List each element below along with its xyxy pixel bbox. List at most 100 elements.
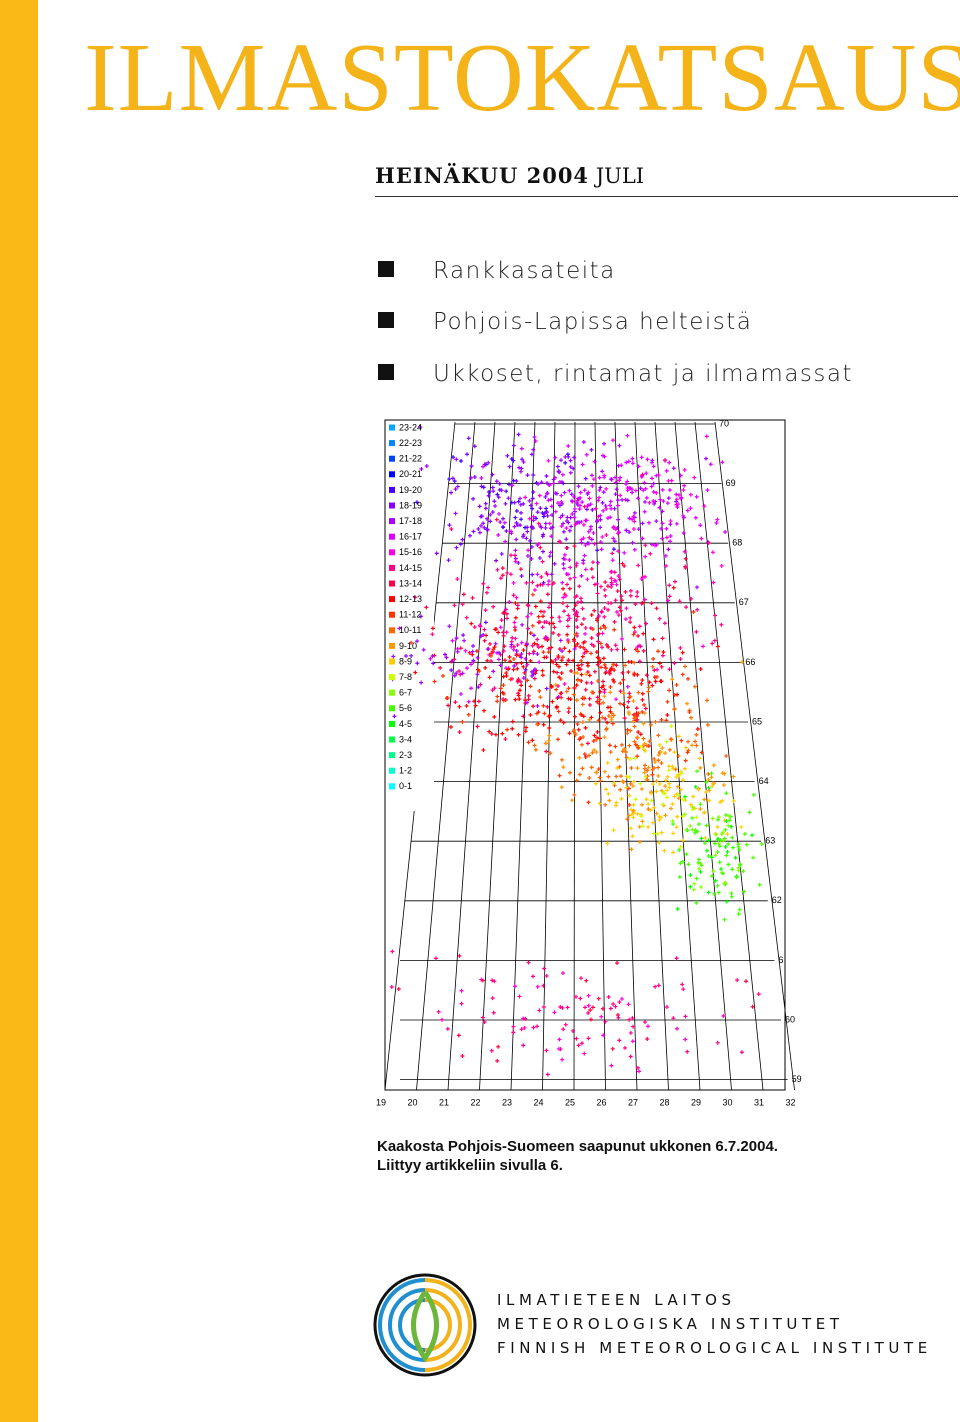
lightning-strike [551,669,556,674]
lightning-strike [659,717,664,722]
lightning-strike [649,476,654,481]
lightning-strike [565,1005,570,1010]
lightning-strike [535,642,540,647]
lightning-strike [726,813,731,818]
lightning-strike [571,658,576,663]
lightning-strike [710,816,715,821]
lightning-strike [498,520,503,525]
lightning-strike [705,698,710,703]
lightning-strike [704,456,709,461]
lightning-strike [485,658,490,663]
lightning-strike [709,855,714,860]
lightning-strike [653,499,658,504]
lightning-strike [449,490,454,495]
lightning-strike [486,460,491,465]
lightning-strike [601,1033,606,1038]
lightning-strike [658,497,663,502]
lightning-strike [591,738,596,743]
lightning-strike [628,593,633,598]
lightning-strike [699,750,704,755]
lightning-strike [452,479,457,484]
lightning-strike [707,788,712,793]
lightning-strike [623,1045,628,1050]
lightning-strike [454,636,459,641]
lightning-strike [597,801,602,806]
lightning-strike [586,529,591,534]
lightning-strike [418,614,423,619]
lightning-strike [501,630,506,635]
lightning-strike [606,645,611,650]
lightning-strike [603,716,608,721]
lightning-strike [642,597,647,602]
lightning-strike [697,866,702,871]
lightning-strike [601,683,606,688]
lightning-strike [645,1036,650,1041]
lightning-strike [692,475,697,480]
lightning-strike [631,719,636,724]
lightning-strike [642,766,647,771]
lightning-strike [530,592,535,597]
lightning-strike [670,764,675,769]
lightning-strike [562,490,567,495]
lightning-strike [672,661,677,666]
lightning-strike [660,802,665,807]
lightning-strike [709,775,714,780]
lightning-strike [529,544,534,549]
lightning-strike [581,640,586,645]
lightning-strike [612,539,617,544]
legend-swatch [389,752,395,759]
lightning-strike [481,632,486,637]
lightning-strike [502,644,507,649]
lightning-strike [606,995,611,1000]
lightning-strike [660,746,665,751]
lightning-strike [619,463,624,468]
lightning-strike [566,443,571,448]
lightning-strike [582,752,587,757]
lightning-strike [507,464,512,469]
lightning-strike [646,824,651,829]
lightning-strike [545,513,550,518]
lightning-strike [609,477,614,482]
lightning-strike [585,492,590,497]
lightning-strike [436,1009,441,1014]
lightning-strike [595,655,600,660]
lightning-strike [715,517,720,522]
lightning-strike [553,455,558,460]
lightning-strike [526,548,531,553]
lightning-strike [495,694,500,699]
lightning-strike [561,765,566,770]
lightning-strike [628,588,633,593]
lightning-strike [470,595,475,600]
lightning-strike [681,531,686,536]
lightning-strike [594,649,599,654]
bullet: Rankkasateita [378,258,616,284]
lightning-strike [711,580,716,585]
lightning-strike [586,993,591,998]
lightning-strike [470,649,475,654]
lightning-strike [564,518,569,523]
lightning-strike [665,713,670,718]
lightning-strike [481,485,486,490]
lightning-strike [649,601,654,606]
lightning-strike [667,781,672,786]
lightning-strike [553,682,558,687]
lightning-strike [564,537,569,542]
lightning-strike [535,651,540,656]
lightning-strike [595,729,600,734]
lightning-strike [471,529,476,534]
lightning-strike [409,653,414,658]
lightning-strike [619,594,624,599]
bullet-text: Pohjois-Lapissa helteistä [433,309,753,335]
lightning-strike [706,838,711,843]
lightning-strike [583,631,588,636]
lightning-strike [584,672,589,677]
lightning-strike [681,987,686,992]
lightning-strike [657,817,662,822]
lightning-strike [695,607,700,612]
lightning-strike [579,672,584,677]
lightning-strike [460,537,465,542]
lightning-strike [622,746,627,751]
lightning-strike [450,476,455,481]
lightning-strike [628,1030,633,1035]
lightning-strike [638,486,643,491]
